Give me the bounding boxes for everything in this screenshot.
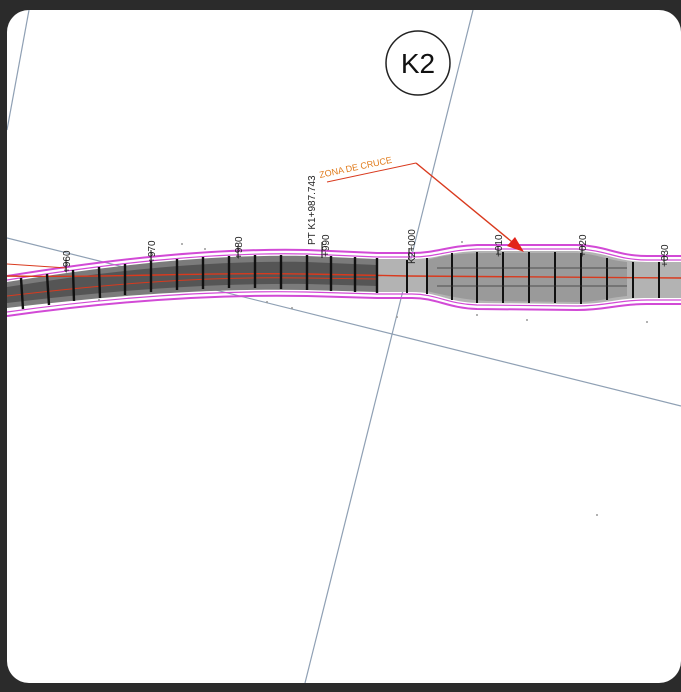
cross-sections-left — [19, 255, 379, 310]
annotation-underline — [326, 162, 417, 183]
annotation-leader — [415, 162, 518, 247]
station-ticks — [65, 242, 665, 272]
grid-line — [304, 10, 474, 683]
lead-line — [7, 263, 68, 269]
lane-lines-right — [437, 267, 627, 287]
station-label: +010 — [494, 234, 505, 257]
cross-section — [97, 266, 102, 299]
road-edge-bottom — [7, 291, 681, 313]
station-label: +980 — [234, 236, 245, 259]
station-label: +970 — [147, 240, 158, 263]
station-label: +990 — [321, 234, 332, 257]
cross-section — [19, 277, 25, 310]
sheet-badge-circle — [385, 30, 451, 96]
station-label: +960 — [62, 250, 73, 273]
drawing-canvas: +960 +970 +980 PT K1+987.743 +990 K2+000… — [7, 10, 681, 683]
road-centerline — [7, 272, 681, 279]
cross-sections-right — [406, 252, 660, 304]
sheet-badge-label: K2 — [401, 48, 435, 79]
station-label-main: PT K1+987.743 — [307, 175, 318, 245]
cross-section — [45, 273, 51, 306]
grid-line — [7, 237, 681, 407]
road-edge-top-inner — [7, 248, 681, 281]
station-label: +030 — [660, 244, 671, 267]
survey-points — [98, 241, 648, 516]
cross-section — [71, 269, 76, 302]
grid-line — [7, 10, 30, 131]
station-label: +020 — [578, 234, 589, 257]
road-edge-top — [7, 244, 681, 277]
annotation-arrowhead — [507, 237, 524, 252]
plan-drawing: +960 +970 +980 PT K1+987.743 +990 K2+000… — [7, 10, 681, 683]
road-edge-bottom-outer — [7, 294, 681, 317]
station-label: K2+000 — [407, 229, 418, 264]
